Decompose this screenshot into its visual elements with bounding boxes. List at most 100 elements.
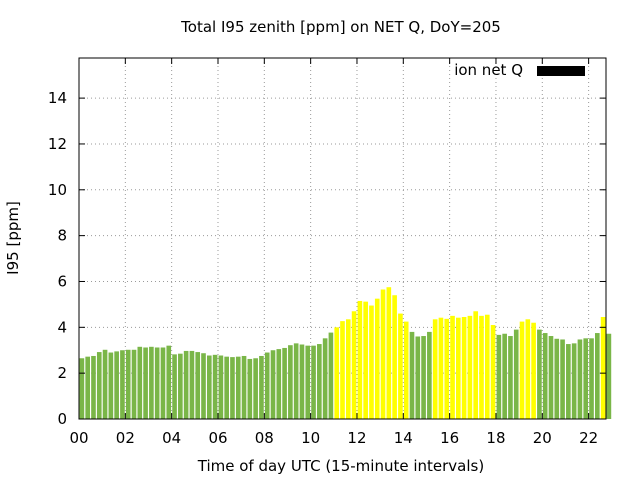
- bar-28: [241, 355, 247, 419]
- bar-54: [392, 295, 397, 419]
- plot-frame: [78, 57, 607, 420]
- x-tick-label-0: 00: [69, 429, 88, 447]
- bar-24: [218, 355, 224, 419]
- bar-17: [178, 353, 183, 419]
- bar-84: [566, 344, 571, 419]
- bar-18: [183, 350, 189, 419]
- chart-title: Total I95 zenith [ppm] on NET Q, DoY=205: [180, 18, 501, 36]
- bar-62: [438, 317, 444, 419]
- bar-91: [606, 333, 612, 419]
- bar-33: [270, 350, 276, 419]
- x-tick-label-7: 14: [394, 429, 413, 447]
- bar-27: [235, 356, 241, 419]
- bar-90: [600, 317, 606, 419]
- y-tick-label-5: 10: [48, 181, 67, 199]
- y-tick-label-7: 14: [48, 89, 67, 107]
- bar-74: [508, 336, 513, 419]
- bar-6: [114, 351, 119, 419]
- x-axis-label: Time of day UTC (15-minute intervals): [197, 457, 484, 475]
- bar-41: [317, 344, 322, 419]
- bar-66: [461, 317, 467, 419]
- y-axis-label: I95 [ppm]: [4, 201, 22, 275]
- bar-22: [206, 355, 212, 419]
- bar-56: [403, 321, 409, 419]
- bar-38: [299, 344, 305, 419]
- bar-64: [450, 315, 455, 419]
- bar-29: [247, 358, 253, 419]
- bar-36: [288, 345, 293, 419]
- bar-48: [357, 300, 363, 419]
- legend-label: ion net Q: [454, 61, 523, 79]
- bar-8: [125, 349, 131, 419]
- bar-32: [264, 352, 270, 419]
- y-tick-label-0: 0: [57, 410, 67, 428]
- bar-4: [102, 349, 108, 419]
- bar-40: [311, 345, 316, 419]
- y-tick-label-1: 2: [57, 364, 67, 382]
- bar-51: [374, 298, 380, 419]
- bar-46: [345, 319, 351, 419]
- bar-87: [583, 338, 589, 419]
- bar-63: [444, 318, 450, 419]
- bar-10: [137, 346, 143, 419]
- bar-50: [369, 305, 374, 419]
- bar-89: [595, 333, 600, 419]
- x-tick-label-1: 02: [116, 429, 135, 447]
- bar-20: [195, 352, 201, 419]
- x-tick-label-9: 18: [486, 429, 505, 447]
- bar-52: [380, 289, 386, 419]
- y-tick-label-2: 4: [57, 318, 67, 336]
- x-tick-label-10: 20: [533, 429, 552, 447]
- bar-83: [560, 339, 565, 419]
- bar-39: [305, 345, 311, 419]
- bar-26: [230, 357, 235, 419]
- x-tick-label-4: 08: [255, 429, 274, 447]
- x-tick-label-8: 16: [440, 429, 459, 447]
- bar-86: [577, 339, 583, 419]
- bar-80: [542, 333, 548, 419]
- y-axis-ticks: 0 2 4 6 8 10 12 14: [48, 89, 606, 428]
- bars: [79, 287, 612, 419]
- bar-5: [108, 352, 114, 419]
- bar-68: [473, 311, 479, 419]
- x-tick-label-6: 12: [347, 429, 366, 447]
- bar-7: [120, 350, 125, 419]
- bar-73: [502, 333, 507, 419]
- bar-70: [484, 314, 490, 419]
- bar-42: [322, 338, 328, 419]
- bar-19: [189, 350, 195, 419]
- bar-85: [571, 343, 577, 419]
- bar-58: [415, 336, 421, 419]
- bar-31: [259, 355, 264, 419]
- bar-0: [79, 358, 85, 419]
- bar-34: [276, 349, 282, 419]
- bar-2: [91, 355, 96, 419]
- bar-75: [513, 329, 519, 419]
- bar-44: [334, 327, 340, 419]
- y-tick-label-3: 6: [57, 272, 67, 290]
- bar-13: [154, 347, 160, 419]
- bar-21: [201, 353, 206, 419]
- x-axis-ticks: 00 02 04 06 08 10 12 14 16 18 20 22: [69, 58, 598, 447]
- legend-swatch: [537, 66, 585, 76]
- bar-3: [96, 352, 102, 419]
- bar-15: [166, 345, 172, 419]
- x-tick-label-2: 04: [162, 429, 181, 447]
- bar-78: [531, 322, 536, 419]
- bar-11: [143, 347, 148, 419]
- bar-53: [386, 287, 392, 419]
- bar-25: [224, 356, 229, 419]
- bar-57: [409, 331, 415, 419]
- bar-81: [548, 336, 554, 419]
- grid: [78, 58, 606, 420]
- bar-45: [340, 321, 345, 419]
- bar-49: [363, 301, 368, 419]
- y-tick-label-6: 12: [48, 135, 67, 153]
- bar-69: [479, 315, 484, 419]
- bar-82: [554, 338, 560, 419]
- bar-12: [149, 346, 154, 419]
- bar-77: [525, 319, 531, 419]
- bar-71: [490, 325, 496, 419]
- x-tick-label-5: 10: [301, 429, 320, 447]
